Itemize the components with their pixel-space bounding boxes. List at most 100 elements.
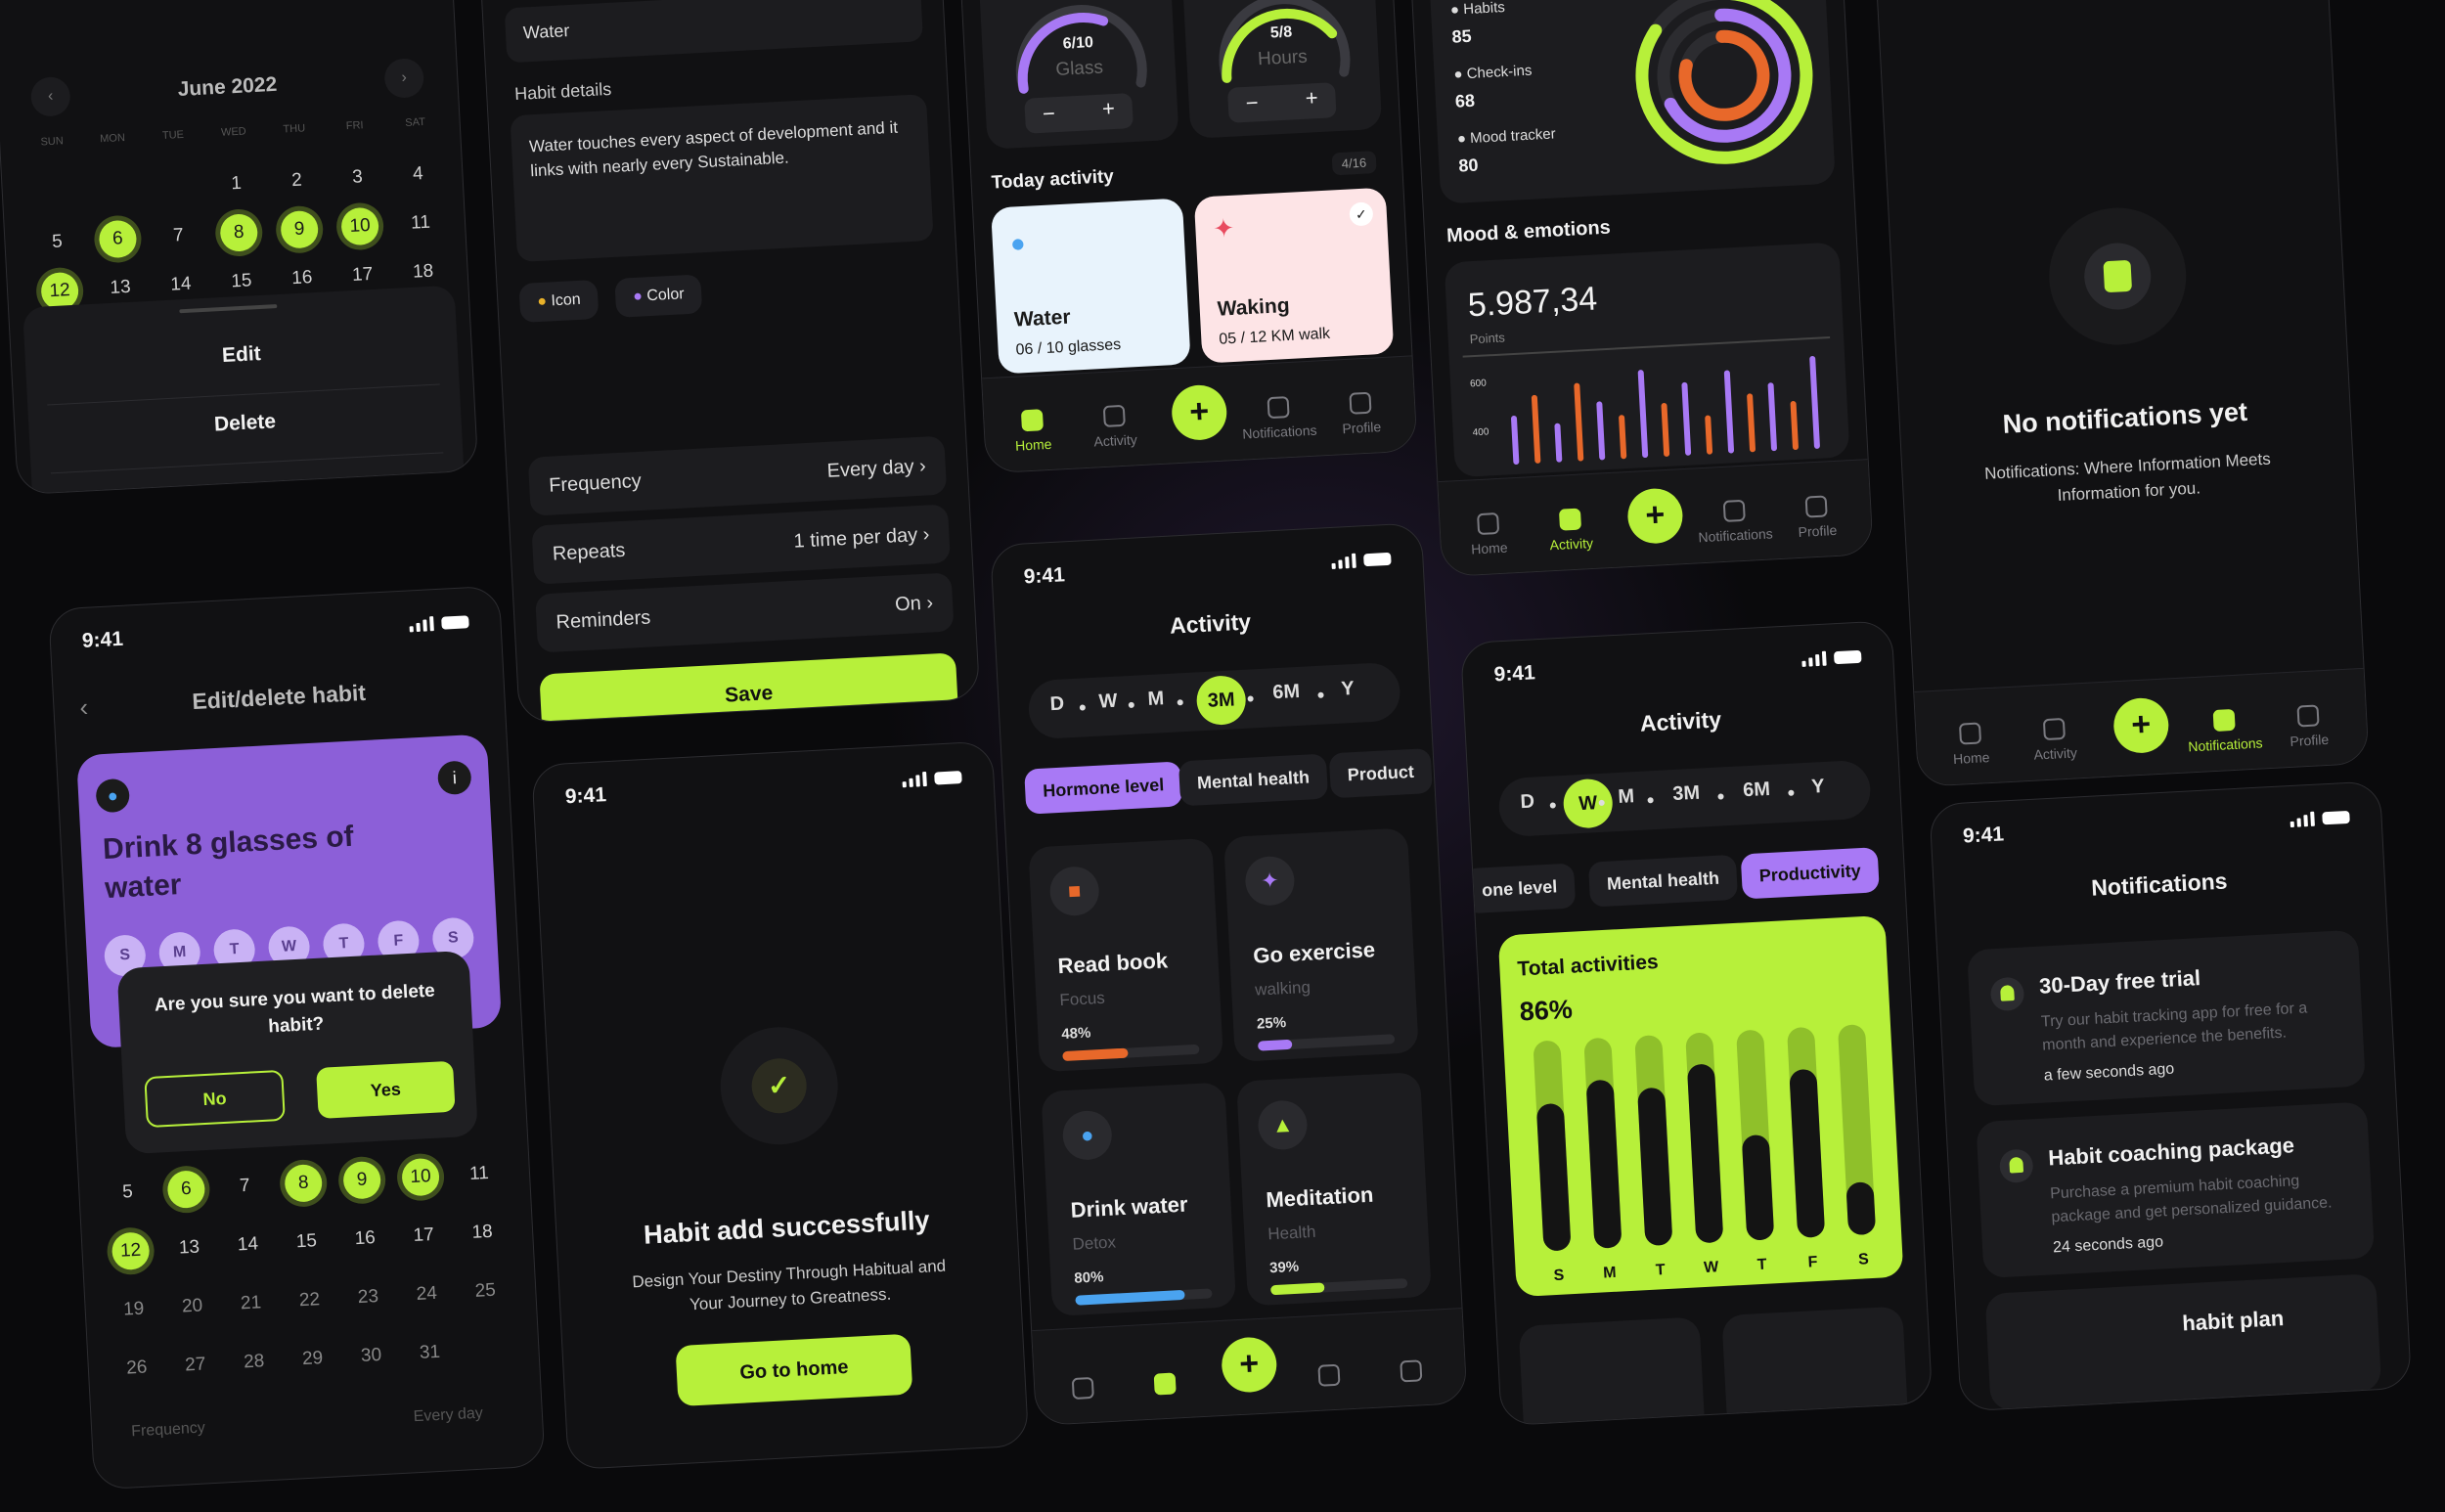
nav-home[interactable]: Home (988, 407, 1078, 455)
period-option[interactable]: M (1617, 785, 1635, 808)
glass-stepper[interactable]: − + (1024, 93, 1134, 134)
period-option[interactable]: 6M (1271, 680, 1301, 704)
chip-product[interactable]: Product (1328, 747, 1433, 799)
no-button[interactable]: No (144, 1069, 286, 1129)
nav-activity[interactable]: Activity (1526, 507, 1616, 555)
hours-stepper[interactable]: − + (1226, 82, 1337, 123)
calendar-day[interactable]: 16 (354, 1227, 377, 1250)
frequency-row[interactable]: Frequency Every day › (527, 435, 948, 516)
color-picker[interactable]: ● Color (614, 274, 703, 318)
period-option[interactable]: D (1049, 692, 1065, 716)
nav-home[interactable]: Home (1444, 511, 1534, 558)
calendar-day[interactable]: 18 (470, 1221, 494, 1243)
nav-notifications[interactable]: Notifications (2180, 707, 2270, 755)
nav-home[interactable]: Home (1926, 721, 2016, 769)
calendar-day[interactable]: 29 (301, 1348, 324, 1370)
add-habit-button[interactable]: + (1625, 487, 1684, 546)
calendar-day[interactable]: 31 (419, 1341, 441, 1363)
calendar-day[interactable]: 9 (342, 1160, 382, 1200)
period-option[interactable]: M (1146, 688, 1165, 711)
reminders-row[interactable]: Reminders On › (535, 572, 955, 653)
notification-item[interactable]: habit plan (1984, 1273, 2382, 1411)
calendar-day[interactable]: 7 (172, 224, 185, 246)
calendar-day[interactable]: 5 (51, 231, 64, 252)
calendar-day[interactable]: 1 (230, 172, 243, 195)
calendar-day[interactable]: 28 (243, 1351, 265, 1373)
calendar-day[interactable]: 11 (468, 1162, 490, 1184)
calendar-day[interactable]: 24 (416, 1282, 438, 1305)
calendar-day[interactable]: 17 (413, 1223, 435, 1247)
calendar-day[interactable]: 6 (98, 219, 138, 259)
calendar-day[interactable]: 6 (166, 1170, 206, 1210)
nav-activity[interactable] (1121, 1371, 1210, 1403)
calendar-day[interactable]: 3 (351, 166, 364, 188)
info-icon[interactable]: i (436, 760, 472, 796)
activity-card[interactable]: ▲ Meditation Health 39% (1236, 1071, 1432, 1307)
chip-hormone-level[interactable]: one level (1463, 863, 1577, 914)
minus-icon[interactable]: − (1042, 101, 1056, 126)
calendar-day[interactable]: 15 (295, 1230, 318, 1253)
nav-profile[interactable]: Profile (1315, 390, 1405, 438)
habit-name-field[interactable]: Water (504, 0, 923, 64)
calendar-day[interactable]: 26 (125, 1356, 148, 1379)
nav-home[interactable] (1039, 1375, 1128, 1407)
add-habit-button[interactable]: + (1220, 1336, 1278, 1394)
next-month-button[interactable]: › (383, 57, 425, 99)
period-option[interactable]: 6M (1742, 778, 1771, 802)
calendar-day[interactable]: 10 (340, 206, 380, 246)
period-selector[interactable]: D W M 3M 6M Y (1027, 661, 1402, 740)
period-option-selected[interactable]: 3M (1195, 674, 1247, 727)
calendar-day[interactable]: 19 (122, 1298, 145, 1320)
calendar-day[interactable]: 2 (290, 169, 303, 192)
sheet-handle[interactable] (179, 304, 278, 314)
period-option[interactable]: Y (1340, 677, 1356, 700)
period-selector[interactable]: D W M 3M 6M Y (1497, 759, 1872, 838)
calendar-day[interactable]: 8 (284, 1163, 324, 1203)
calendar-day[interactable]: 25 (474, 1279, 497, 1302)
activity-card[interactable]: ● Drink water Detox 80% (1041, 1082, 1237, 1316)
period-option[interactable]: D (1519, 790, 1535, 814)
yes-button[interactable]: Yes (316, 1060, 456, 1119)
menu-skip[interactable]: Skip (226, 478, 271, 496)
minus-icon[interactable]: − (1245, 90, 1260, 115)
calendar-day[interactable]: 13 (178, 1236, 200, 1259)
notification-item[interactable]: Habit coaching package Purchase a premiu… (1976, 1101, 2376, 1279)
details-textarea[interactable]: Water touches every aspect of developmen… (510, 94, 934, 263)
calendar-day[interactable]: 8 (219, 213, 259, 252)
nav-profile[interactable]: Profile (2264, 703, 2354, 751)
save-button[interactable]: Save (539, 652, 959, 724)
period-option[interactable]: 3M (1671, 781, 1701, 806)
nav-notifications[interactable] (1284, 1362, 1373, 1395)
calendar-day[interactable]: 27 (184, 1354, 206, 1376)
water-card[interactable]: ● Water 06 / 10 glasses (991, 198, 1191, 375)
nav-notifications[interactable]: Notifications (1690, 498, 1780, 546)
plus-icon[interactable]: + (1305, 85, 1319, 111)
nav-profile[interactable] (1366, 1358, 1455, 1391)
calendar-day[interactable]: 10 (401, 1157, 441, 1197)
calendar-day[interactable]: 20 (181, 1295, 203, 1317)
chip-hormone-level[interactable]: Hormone level (1024, 761, 1183, 815)
plus-icon[interactable]: + (1101, 95, 1116, 121)
add-habit-button[interactable]: + (2112, 696, 2170, 755)
calendar-day[interactable]: 5 (121, 1181, 134, 1203)
calendar-day[interactable]: 9 (280, 209, 320, 249)
period-option[interactable]: Y (1810, 775, 1826, 798)
repeats-row[interactable]: Repeats 1 time per day › (531, 504, 951, 585)
calendar-day[interactable]: 22 (298, 1289, 321, 1312)
activity-card[interactable]: ✦ Go exercise walking 25% (1223, 827, 1419, 1062)
go-home-button[interactable]: Go to home (675, 1333, 913, 1407)
menu-delete[interactable]: Delete (213, 410, 277, 436)
nav-activity[interactable]: Activity (2010, 716, 2100, 764)
nav-activity[interactable]: Activity (1070, 403, 1160, 451)
calendar-day[interactable]: 21 (240, 1292, 262, 1314)
menu-edit[interactable]: Edit (221, 342, 262, 368)
period-option[interactable]: W (1098, 689, 1119, 713)
calendar-day[interactable]: 12 (111, 1231, 151, 1271)
calendar-day[interactable]: 30 (360, 1344, 382, 1367)
chip-mental-health[interactable]: Mental health (1178, 753, 1329, 807)
calendar-day[interactable]: 23 (357, 1286, 379, 1309)
calendar-day[interactable]: 4 (412, 163, 424, 185)
nav-profile[interactable]: Profile (1772, 494, 1862, 542)
walk-card[interactable]: ✦ ✓ Waking 05 / 12 KM walk (1193, 187, 1395, 364)
add-habit-button[interactable]: + (1170, 383, 1228, 442)
